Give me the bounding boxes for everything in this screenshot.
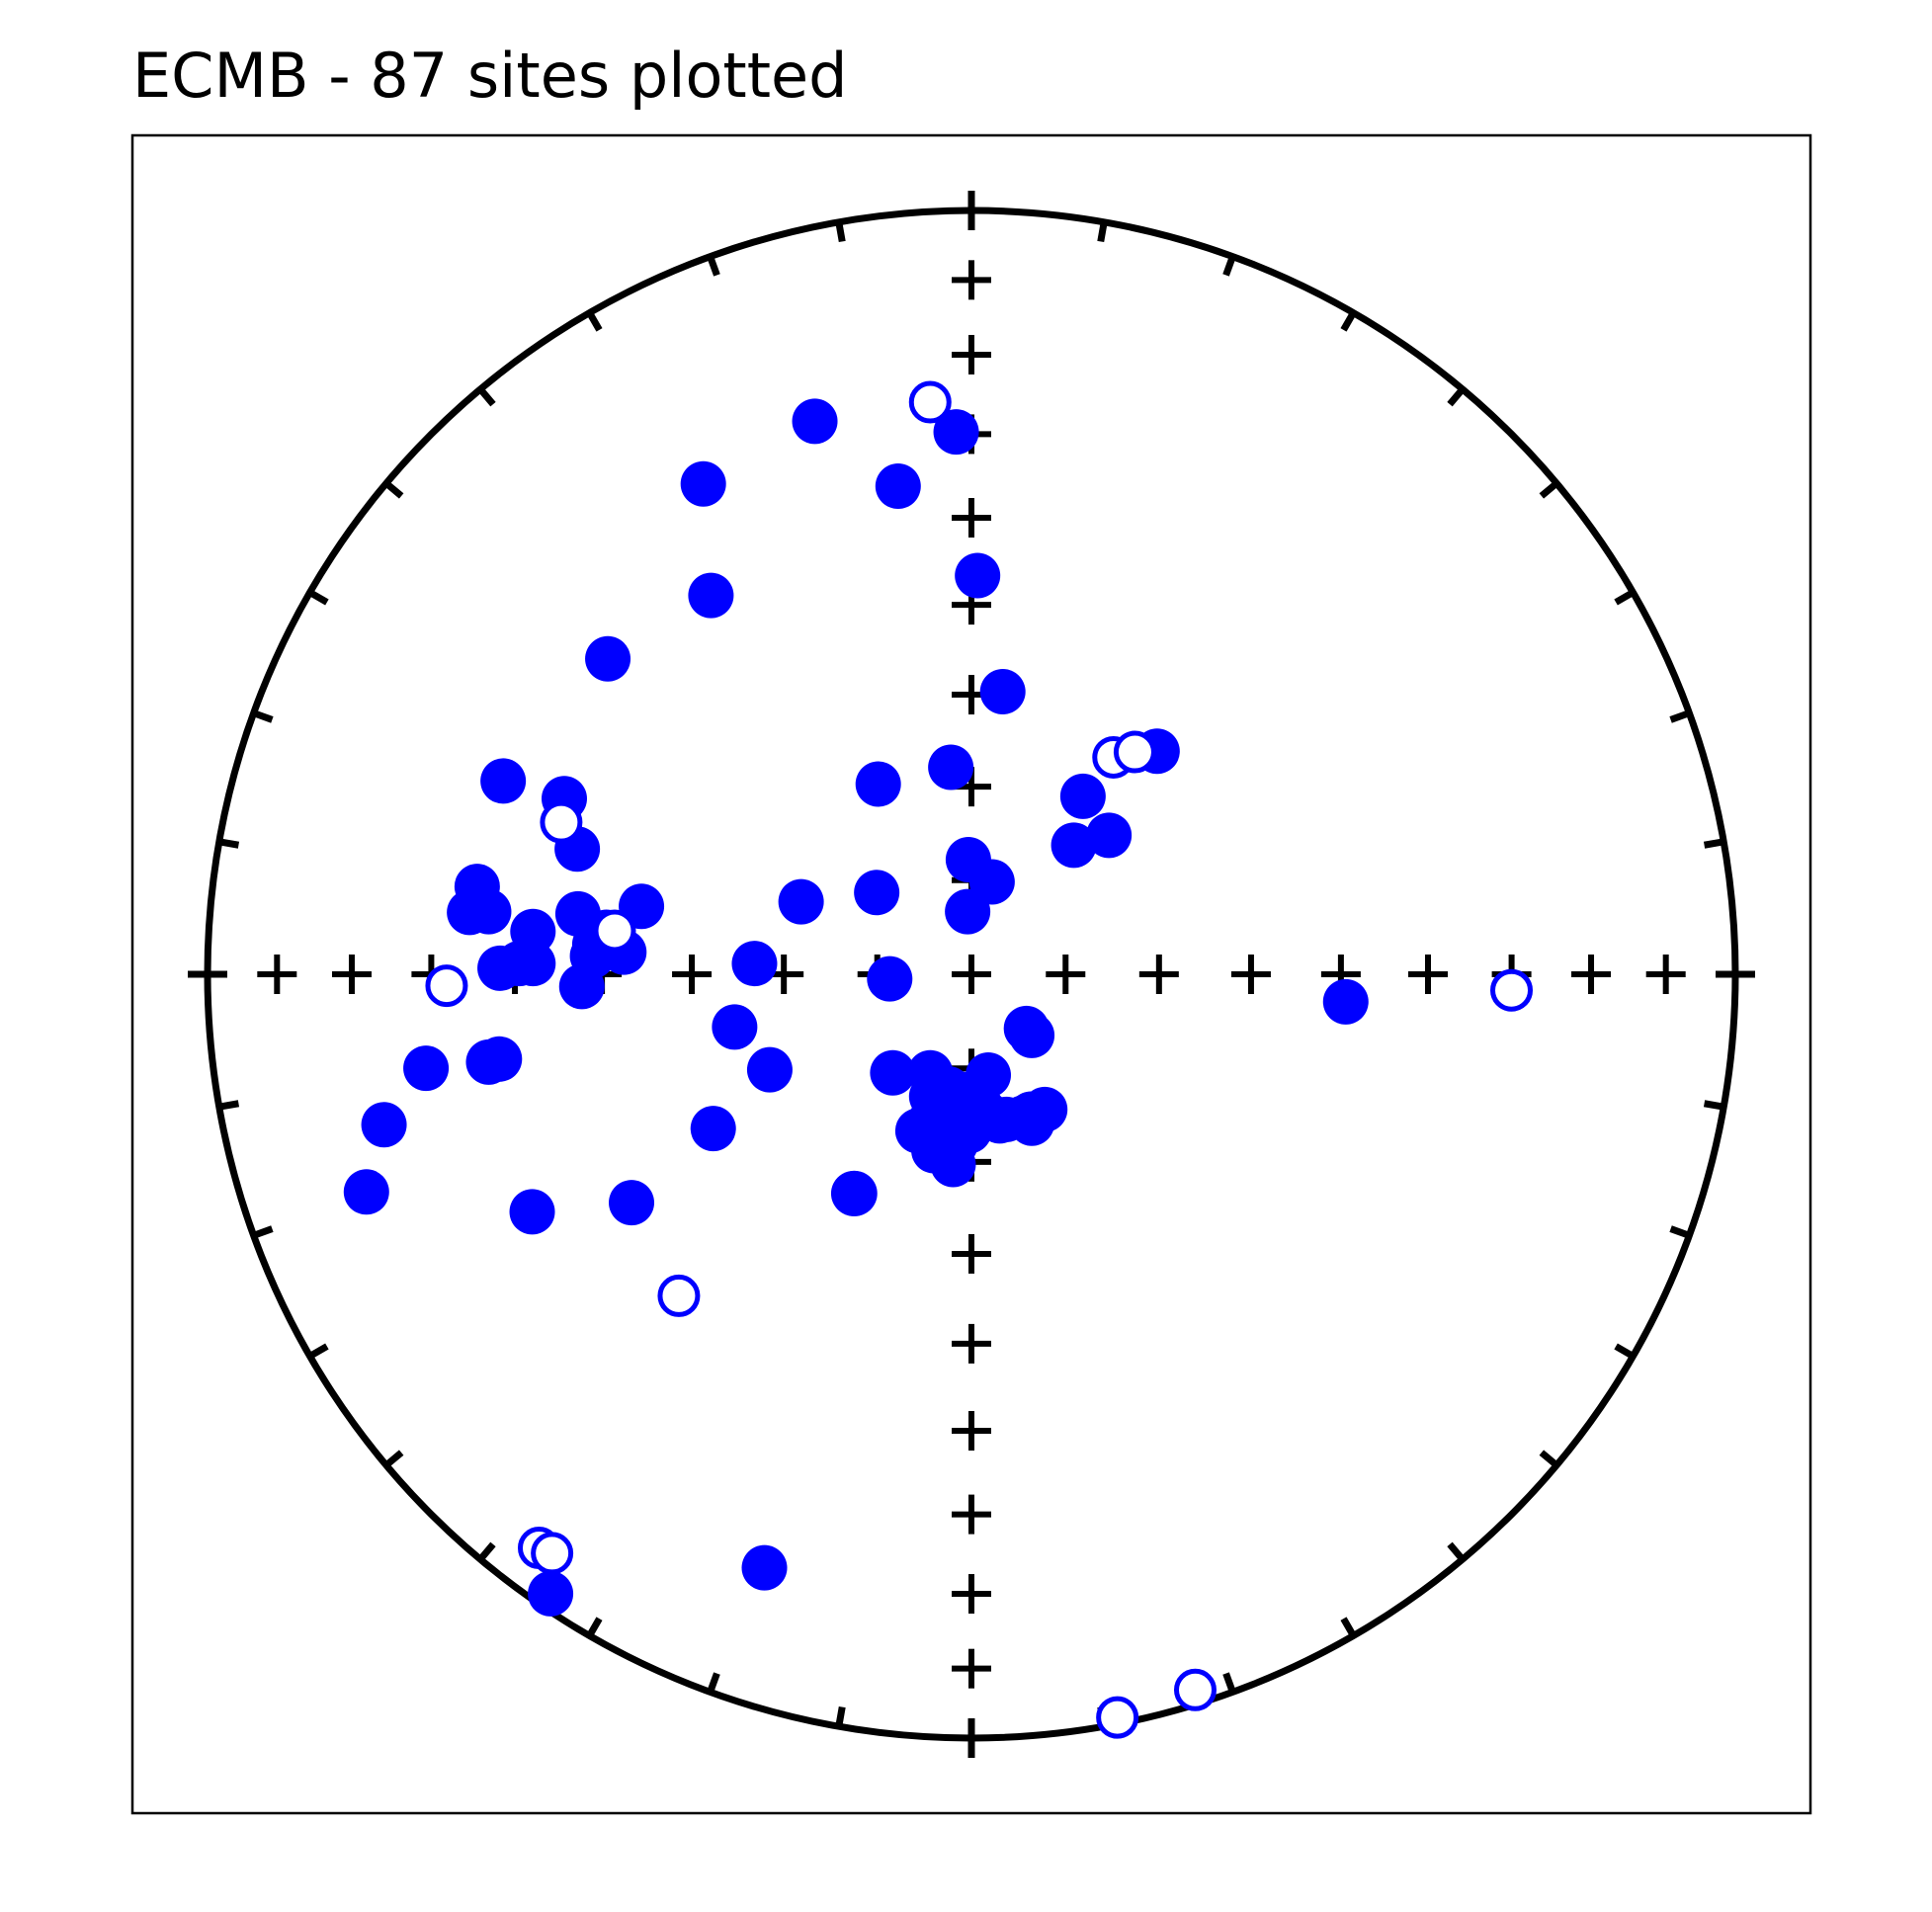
degree-tick [218,1100,240,1111]
degree-tick [1703,838,1724,849]
lower-hemisphere-point [403,1045,450,1092]
lower-hemisphere-point [979,668,1026,714]
lower-hemisphere-point [1050,822,1097,869]
lower-hemisphere-point [477,945,524,991]
degree-tick [307,1343,329,1360]
degree-tick [1703,1100,1724,1111]
degree-tick [586,1617,603,1638]
lower-hemisphere-point [731,941,778,987]
lower-hemisphere-point [855,761,901,807]
upper-hemisphere-point [540,800,583,844]
lower-hemisphere-point [1009,1012,1055,1058]
lower-hemisphere-point [778,878,824,925]
lower-hemisphere-point [465,1039,512,1085]
lower-hemisphere-point [558,963,605,1010]
lower-hemisphere-point [870,1049,916,1096]
degree-tick [252,709,274,723]
degree-tick [835,1705,846,1727]
degree-tick [383,480,404,499]
degree-tick [383,1450,404,1468]
degree-tick [707,1672,720,1694]
lower-hemisphere-point [830,1170,877,1216]
plot-frame [130,133,1812,1815]
lower-hemisphere-point [741,1544,788,1591]
upper-hemisphere-point [531,1532,574,1575]
lower-hemisphere-point [465,888,512,935]
lower-hemisphere-point [712,1004,758,1050]
degree-tick [1539,1450,1559,1468]
lower-hemisphere-point [680,460,726,507]
degree-tick [1669,709,1691,723]
degree-tick [1539,480,1559,499]
lower-hemisphere-point [955,552,1001,599]
upper-hemisphere-point [1490,968,1534,1012]
degree-tick [1669,1225,1691,1239]
lower-hemisphere-point [1086,812,1133,859]
lower-hemisphere-point [746,1046,793,1093]
lower-hemisphere-point [932,1121,978,1167]
degree-tick [1447,386,1466,407]
lower-hemisphere-point [585,635,631,682]
upper-hemisphere-point [593,909,636,953]
lower-hemisphere-point [690,1106,736,1152]
lower-hemisphere-point [867,956,913,1002]
lower-hemisphere-point [528,1570,574,1617]
degree-tick [1340,310,1357,332]
lower-hemisphere-point [854,870,900,916]
lower-hemisphere-point [1059,773,1106,819]
degree-tick [1614,589,1636,606]
degree-tick [1447,1541,1466,1562]
lower-hemisphere-point [343,1169,389,1215]
degree-tick [477,386,496,407]
degree-tick [252,1225,274,1239]
degree-tick [1340,1617,1357,1638]
graticule-crosses [257,260,1686,1689]
degree-tick [1222,255,1236,277]
lower-hemisphere-point [792,398,838,445]
upper-hemisphere-point [1113,730,1156,774]
lower-hemisphere-point [945,888,991,935]
lower-hemisphere-point [928,744,974,790]
degree-tick [1222,1672,1236,1694]
lower-hemisphere-point [933,409,979,456]
degree-tick [218,838,240,849]
degree-tick [477,1541,496,1562]
degree-tick [307,589,329,606]
degree-tick [586,310,603,332]
lower-hemisphere-point [509,1189,555,1235]
lower-hemisphere-point [908,1073,955,1120]
upper-hemisphere-point [657,1274,701,1317]
chart-title: ECMB - 87 sites plotted [132,40,848,112]
lower-hemisphere-point [875,463,921,510]
data-points [343,380,1534,1739]
upper-hemisphere-point [425,964,468,1008]
lower-hemisphere-point [688,572,734,619]
lower-hemisphere-point [1322,978,1369,1025]
degree-tick [835,221,846,243]
lower-hemisphere-point [983,1096,1030,1142]
degree-tick [1614,1343,1636,1360]
lower-hemisphere-point [361,1102,407,1148]
lower-hemisphere-point [609,1180,655,1226]
degree-tick [707,255,720,277]
degree-ticks [188,191,1755,1758]
upper-hemisphere-point [908,380,952,424]
lower-hemisphere-point [480,758,527,804]
upper-hemisphere-point [1096,1696,1139,1739]
degree-tick [1097,221,1108,243]
upper-hemisphere-point [1173,1668,1217,1711]
